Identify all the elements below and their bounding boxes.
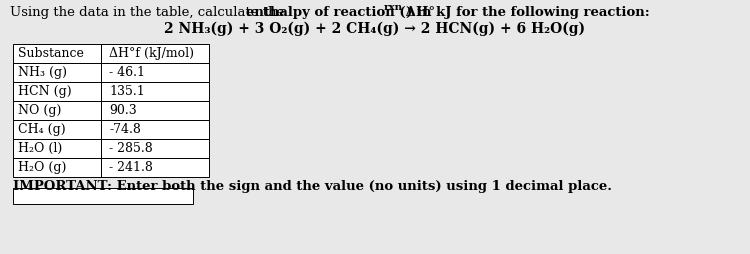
Text: rxn: rxn [384, 3, 404, 12]
Text: Using the data in the table, calculate the: Using the data in the table, calculate t… [10, 6, 289, 19]
Bar [13, 82, 101, 101]
Text: - 285.8: - 285.8 [109, 142, 153, 155]
Text: ΔH°f (kJ/mol): ΔH°f (kJ/mol) [109, 47, 194, 60]
Text: NH₃ (g): NH₃ (g) [18, 66, 67, 79]
Text: - 46.1: - 46.1 [109, 66, 145, 79]
Bar [13, 120, 101, 139]
Text: 2 NH₃(g) + 3 O₂(g) + 2 CH₄(g) → 2 HCN(g) + 6 H₂O(g): 2 NH₃(g) + 3 O₂(g) + 2 CH₄(g) → 2 HCN(g)… [164, 22, 586, 36]
Bar [13, 101, 101, 120]
Text: 90.3: 90.3 [109, 104, 136, 117]
Bar [13, 188, 193, 204]
Bar [101, 158, 209, 177]
Text: enthalpy of reaction (ΔH°: enthalpy of reaction (ΔH° [246, 6, 435, 19]
Text: CH₄ (g): CH₄ (g) [18, 123, 66, 136]
Bar [101, 101, 209, 120]
Bar [13, 139, 101, 158]
Bar [101, 44, 209, 63]
Text: -74.8: -74.8 [109, 123, 141, 136]
Text: HCN (g): HCN (g) [18, 85, 72, 98]
Bar [101, 120, 209, 139]
Bar [13, 44, 101, 63]
Text: H₂O (l): H₂O (l) [18, 142, 62, 155]
Bar [13, 63, 101, 82]
Text: NO (g): NO (g) [18, 104, 62, 117]
Text: Substance: Substance [18, 47, 84, 60]
Text: ) in kJ for the following reaction:: ) in kJ for the following reaction: [406, 6, 650, 19]
Bar [101, 139, 209, 158]
Text: 135.1: 135.1 [109, 85, 145, 98]
Text: - 241.8: - 241.8 [109, 161, 153, 174]
Bar [101, 63, 209, 82]
Text: IMPORTANT: Enter both the sign and the value (no units) using 1 decimal place.: IMPORTANT: Enter both the sign and the v… [13, 180, 612, 193]
Bar [13, 158, 101, 177]
Bar [101, 82, 209, 101]
Text: H₂O (g): H₂O (g) [18, 161, 66, 174]
